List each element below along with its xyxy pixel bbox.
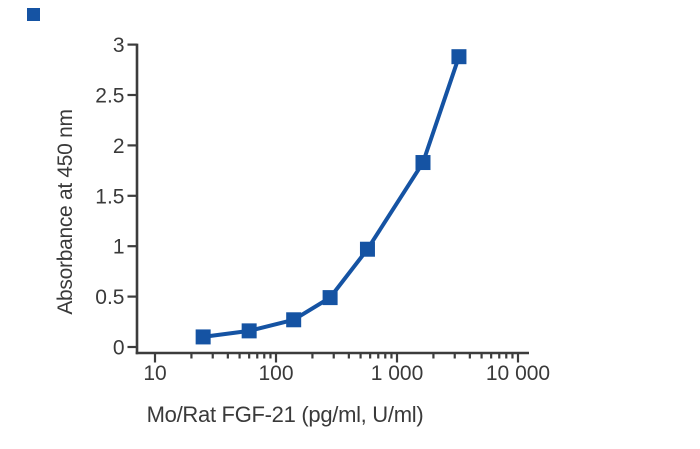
y-tick-label: 0: [113, 337, 125, 360]
x-tick-label: 10: [143, 362, 166, 385]
data-point-marker: [195, 329, 211, 345]
y-tick-label: 3: [113, 34, 125, 57]
data-point-marker: [451, 49, 467, 65]
y-tick-label: 0.5: [95, 286, 124, 309]
data-point-marker: [286, 312, 302, 328]
data-point-marker: [322, 290, 338, 306]
x-axis-title: Mo/Rat FGF-21 (pg/ml, U/ml): [147, 402, 424, 427]
x-tick-label: 10 000: [486, 362, 550, 385]
x-tick-label: 1 000: [371, 362, 424, 385]
y-tick-label: 2.5: [95, 85, 124, 108]
data-point-marker: [241, 323, 257, 339]
y-tick-label: 1: [113, 236, 125, 259]
data-point-marker: [359, 241, 375, 257]
y-tick-label: 1.5: [95, 185, 124, 208]
figure-bullet-icon: [27, 8, 40, 21]
plot-area: 0 0.5 1 1.5 2 2.5 3 10 100 1 000 10 000: [95, 34, 550, 385]
y-axis-title: Absorbance at 450 nm: [54, 109, 77, 314]
y-tick-label: 2: [113, 135, 125, 158]
data-point-marker: [415, 155, 431, 171]
x-tick-label: 100: [258, 362, 293, 385]
